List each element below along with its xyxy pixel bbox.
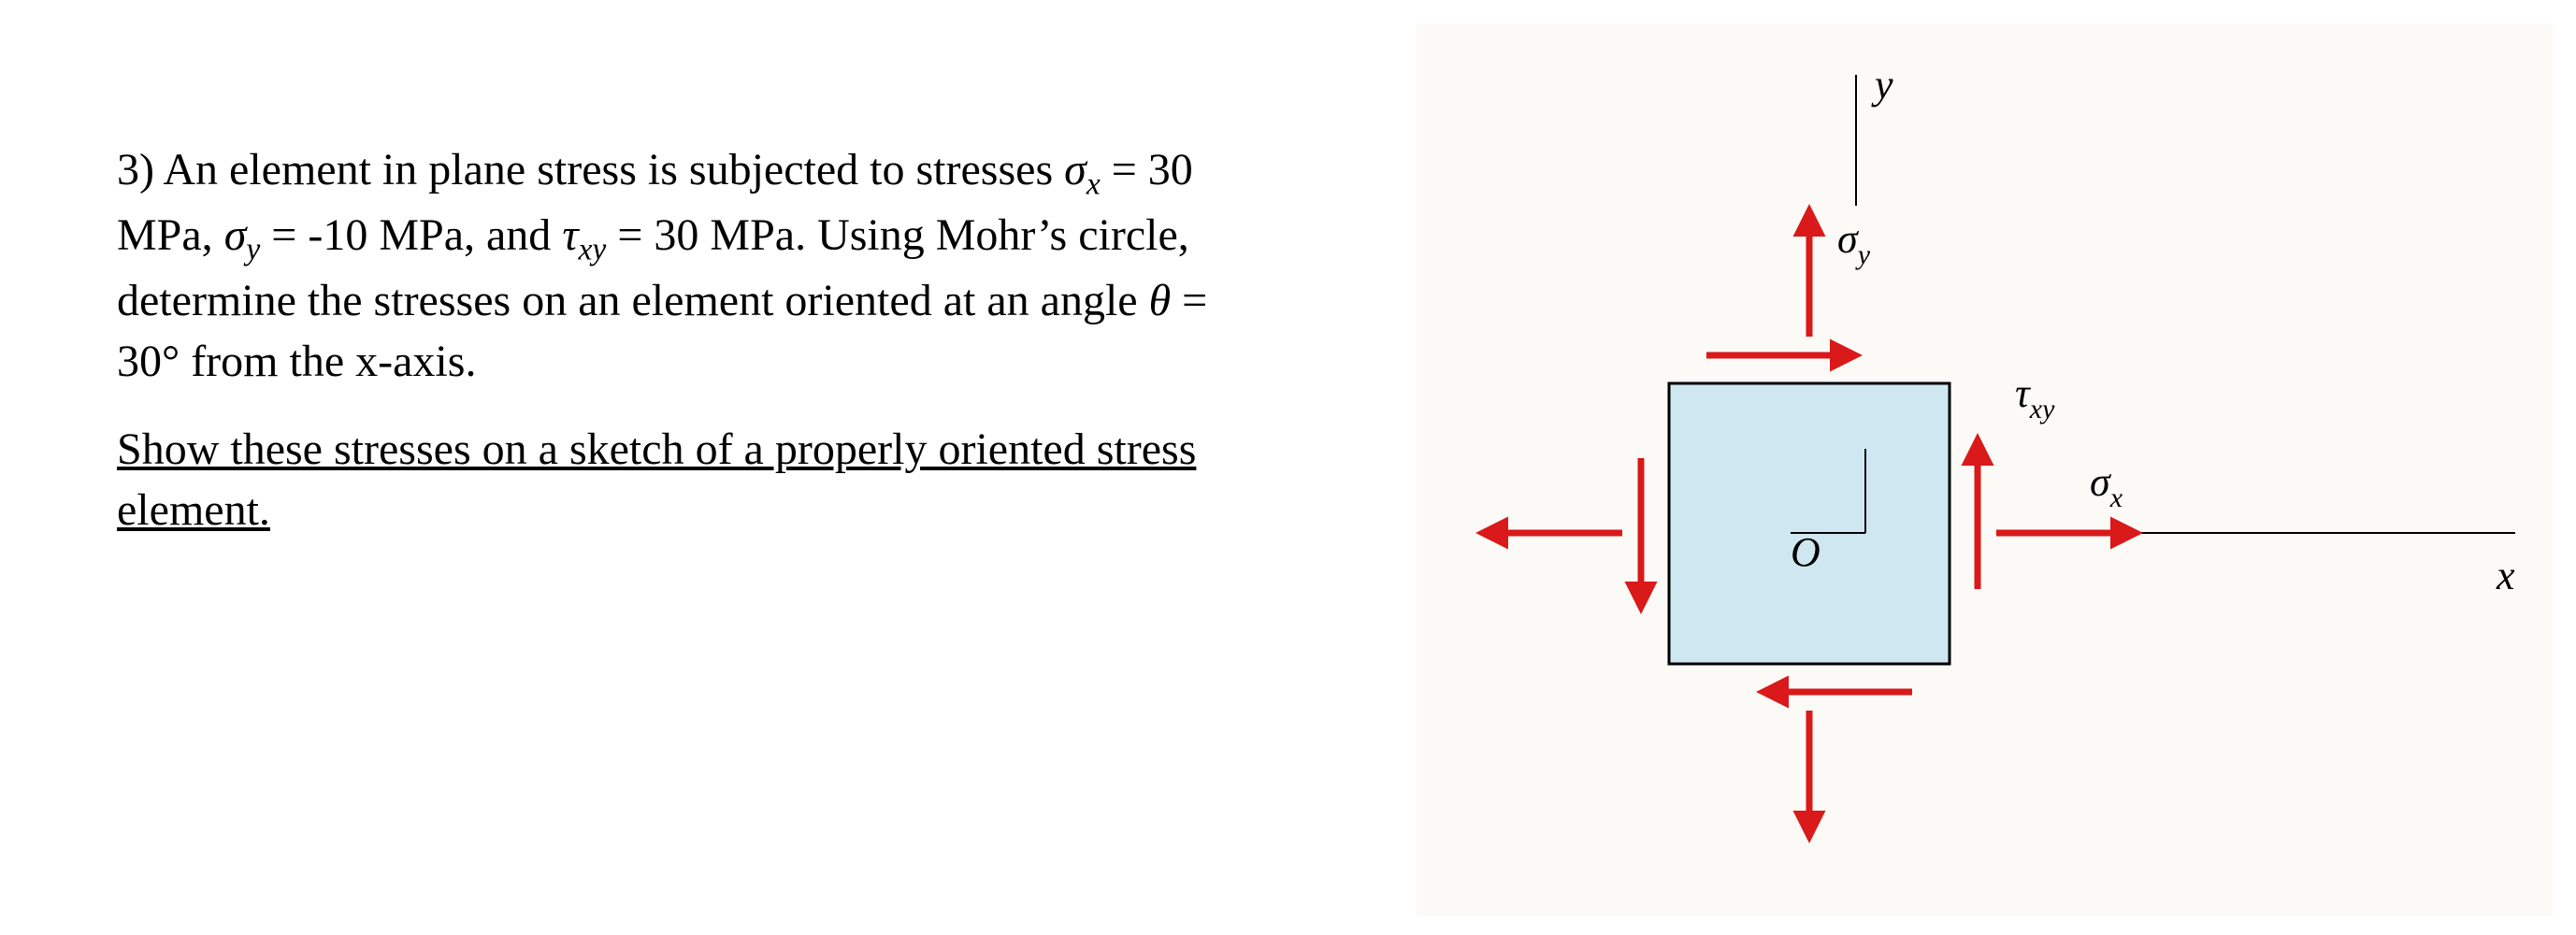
page: 3) An element in plane stress is subject… <box>0 0 2576 935</box>
problem-instruction: Show these stresses on a sketch of a pro… <box>117 420 1286 541</box>
origin-label: O <box>1791 529 1820 575</box>
theta-eq: = <box>1182 276 1207 325</box>
x-axis-label: x <box>2496 553 2515 598</box>
y-axis-label: y <box>1871 62 1893 108</box>
problem-intro: An element in plane stress is subjected … <box>163 145 1053 194</box>
sigma-x-label: σx <box>2090 459 2123 513</box>
problem-text-block: 3) An element in plane stress is subject… <box>117 140 1286 569</box>
figure-panel: y x σy τxy σx O <box>1417 23 2553 916</box>
sigma-y-value: = -10 MPa, and <box>271 210 551 260</box>
instruction-text: Show these stresses on a sketch of a pro… <box>117 424 1196 535</box>
line3: determine the stresses on an element ori… <box>117 276 1138 325</box>
sigma-y-subscript: y <box>246 233 260 267</box>
line2-a: MPa, <box>117 210 213 260</box>
sigma-x-subscript: x <box>1087 167 1101 202</box>
tau-value: = 30 MPa. Using Mohr’s circle, <box>617 210 1188 260</box>
stress-element-square <box>1669 383 1950 664</box>
theta-symbol: θ <box>1149 276 1172 325</box>
sigma-x-value: = 30 <box>1112 145 1193 194</box>
problem-paragraph-1: 3) An element in plane stress is subject… <box>117 140 1286 392</box>
problem-number: 3) <box>117 145 154 194</box>
tau-xy-label: τxy <box>2015 370 2055 424</box>
stress-element-diagram: y x σy τxy σx O <box>1417 23 2553 916</box>
tau-subscript: xy <box>579 233 607 267</box>
sigma-x-symbol: σ <box>1064 145 1087 194</box>
sigma-y-symbol: σ <box>224 210 247 260</box>
tau-symbol: τ <box>562 210 578 260</box>
line4: 30° from the x-axis. <box>117 337 476 386</box>
sigma-y-label: σy <box>1837 216 1871 270</box>
